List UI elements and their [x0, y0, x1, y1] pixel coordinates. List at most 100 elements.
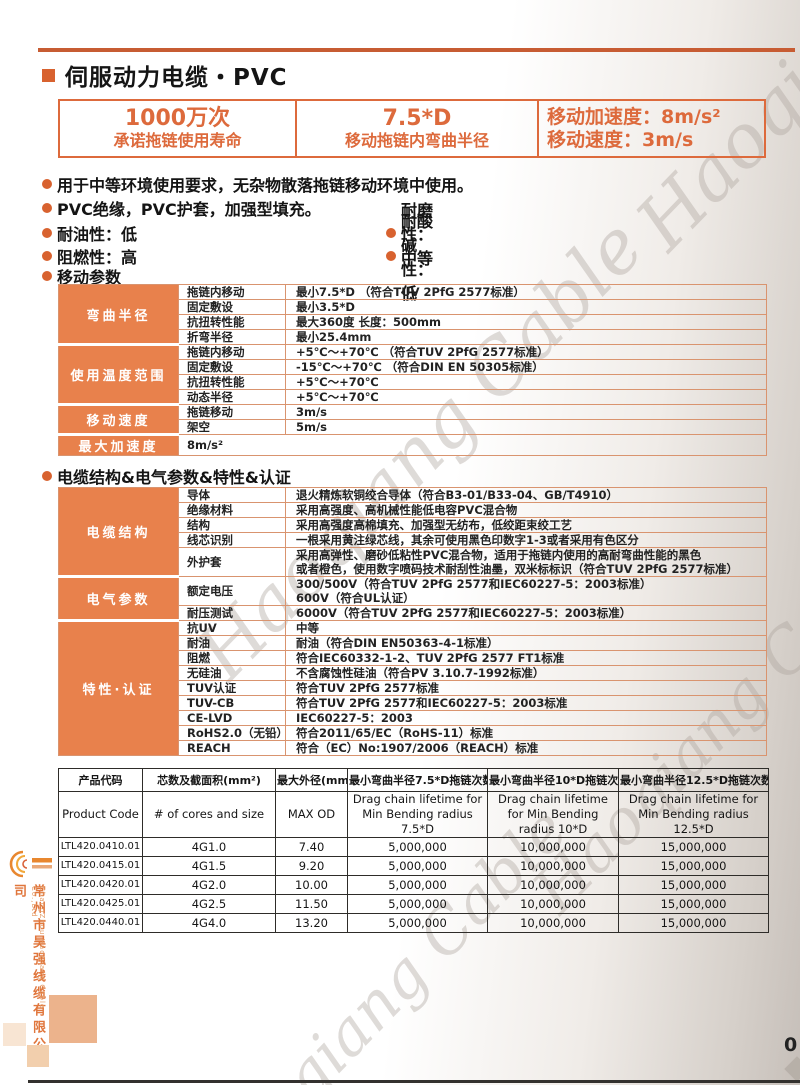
table-cell: RoHS2.0（无铅）: [178, 725, 288, 741]
group-label: 特性·认证: [58, 619, 179, 756]
product-cell: 4G2.5: [142, 893, 276, 914]
property-text: 阻燃性：高: [57, 248, 138, 267]
highlight-box-speed: 移动加速度：8m/s² 移动速度：3m/s: [537, 101, 764, 156]
product-cell: LTL420.0410.01: [58, 836, 143, 857]
table-cell: 中等: [285, 620, 767, 636]
product-cell: 10,000,000: [487, 874, 619, 895]
product-row: LTL420.0410.01 4G1.0 7.40 5,000,000 10,000,0…: [58, 836, 769, 857]
table-row: RoHS2.0（无铅） 符合2011/65/EC（RoHS-11）标准: [59, 725, 767, 741]
product-row: LTL420.0425.01 4G2.5 11.50 5,000,000 10,000,…: [58, 893, 769, 914]
table-row: 阻燃 符合IEC60332-1-2、TUV 2PfG 2577 FT1标准: [59, 650, 767, 666]
group-label: 使用温度范围: [58, 343, 179, 405]
product-cell: 15,000,000: [618, 874, 769, 895]
product-cell: 15,000,000: [618, 912, 769, 933]
table-cell: 额定电压: [178, 576, 286, 606]
decor-square: [27, 1045, 49, 1067]
table-cell: 架空: [178, 419, 286, 435]
table-cell: IEC60227-5：2003: [285, 710, 767, 726]
highlight-label: 承诺拖链使用寿命: [113, 131, 242, 151]
product-cell: 9.20: [275, 855, 348, 876]
product-cell: 4G1.5: [142, 855, 276, 876]
decor-square: [49, 995, 97, 1043]
product-header-row: Product Code # of cores and size MAX OD Dra…: [58, 791, 769, 838]
bullet-dot-icon: [386, 228, 396, 238]
table-cell: 8m/s²: [178, 434, 767, 456]
table-cell: 绝缘材料: [178, 502, 286, 518]
section-heading-spec: 电缆结构&电气参数&特性&认证: [42, 464, 291, 488]
property-text: 耐磨性：中等: [401, 201, 434, 268]
table-cell: 抗扭转性能: [178, 374, 286, 390]
product-cell: 4G1.0: [142, 836, 276, 857]
product-cell: 5,000,000: [347, 836, 488, 857]
feature-line: PVC绝缘，PVC护套，加强型填充。: [42, 196, 321, 220]
highlight-value: 1000万次: [124, 106, 231, 132]
product-cell: 10,000,000: [487, 912, 619, 933]
section-heading-motion: 移动参数: [42, 264, 121, 288]
column-header: 最小弯曲半径7.5*D拖链次数: [347, 768, 488, 792]
table-cell: 最小3.5*D: [285, 299, 767, 315]
property-line: 耐油性：低 耐磨性：中等: [42, 201, 433, 268]
group-label: 电缆结构: [58, 487, 179, 577]
column-header: Drag chain lifetime for Min Bending radi…: [347, 791, 488, 838]
feature-line: 用于中等环境使用要求，无杂物散落拖链移动环境中使用。: [42, 172, 473, 196]
table-row: 特性·认证 抗UV 中等: [58, 619, 767, 756]
table-cell: 符合TUV 2PfG 2577标准: [285, 680, 767, 696]
product-cell: 5,000,000: [347, 893, 488, 914]
section-heading-text: 电缆结构&电气参数&特性&认证: [57, 468, 291, 487]
table-cell: 动态半径: [178, 389, 286, 405]
table-cell: 抗UV: [178, 620, 286, 636]
column-header: 最小弯曲半径10*D拖链次数: [487, 768, 619, 792]
column-header: 产品代码: [58, 768, 143, 792]
product-cell: 15,000,000: [618, 836, 769, 857]
table-row: 电气参数 额定电压 300/500V（符合TUV 2PfG 2577和IEC6022…: [58, 575, 767, 621]
table-row: 使用温度范围 拖链内移动 +5℃～+70℃ （符合TUV 2PfG 2577标准）: [58, 343, 767, 405]
table-cell: 采用高弹性、磨砂低粘性PVC混合物，适用于拖链内使用的高耐弯曲性能的黑色 或者橙…: [285, 547, 767, 577]
group-label: 移动速度: [58, 403, 179, 435]
product-cell: 13.20: [275, 912, 348, 933]
column-header: Drag chain lifetime for Min Bending radi…: [487, 791, 619, 838]
feature-text: 用于中等环境使用要求，无杂物散落拖链移动环境中使用。: [57, 176, 474, 195]
decor-square: [3, 1023, 26, 1046]
table-cell: 一根采用黄注绿芯线，其余可使用黑色印数字1-3或者采用有色区分: [285, 532, 767, 548]
table-cell: 采用高强度高棉填充、加强型无纺布，低绞距束绞工艺: [285, 517, 767, 533]
highlight-box-bend-radius: 7.5*D 移动拖链内弯曲半径: [295, 101, 537, 156]
table-cell: 采用高强度、高机械性能低电容PVC混合物: [285, 502, 767, 518]
product-cell: 5,000,000: [347, 912, 488, 933]
column-header: 最大外径(mm): [275, 768, 348, 792]
table-cell: +5℃～+70℃ （符合TUV 2PfG 2577标准）: [285, 344, 767, 360]
motion-parameters-table: 弯曲半径 拖链内移动 最小7.5*D （符合TUV 2PfG 2577标准） 固定敷设…: [58, 284, 767, 456]
table-cell: 线芯识别: [178, 532, 286, 548]
bullet-dot-icon: [42, 228, 52, 238]
title-bullet-square: [42, 68, 55, 82]
feature-text: PVC绝缘，PVC护套，加强型填充。: [57, 200, 321, 219]
table-cell: +5℃～+70℃: [285, 389, 767, 405]
table-cell: 导体: [178, 487, 286, 503]
product-cell: 11.50: [275, 893, 348, 914]
bullet-dot-icon: [42, 203, 52, 213]
table-cell: 抗扭转性能: [178, 314, 286, 330]
table-cell: 符合2011/65/EC（RoHS-11）标准: [285, 725, 767, 741]
page-title: 伺服动力电缆・PVC: [65, 65, 288, 91]
column-header: Drag chain lifetime for Min Bending radi…: [618, 791, 769, 838]
column-header: Product Code: [58, 791, 143, 838]
table-cell: 结构: [178, 517, 286, 533]
table-cell: 折弯半径: [178, 329, 286, 345]
table-cell: -15℃～+70℃ （符合DIN EN 50305标准）: [285, 359, 767, 375]
table-cell: 最大360度 长度：500mm: [285, 314, 767, 330]
highlight-boxes: 1000万次 承诺拖链使用寿命 7.5*D 移动拖链内弯曲半径 移动加速度：8m…: [58, 99, 766, 158]
table-row: REACH 符合（EC）No:1907/2006（REACH）标准: [59, 740, 767, 756]
table-row: 外护套 采用高弹性、磨砂低粘性PVC混合物，适用于拖链内使用的高耐弯曲性能的黑色 …: [59, 547, 767, 577]
page-number: 0: [784, 1034, 798, 1056]
table-row: 线芯识别 一根采用黄注绿芯线，其余可使用黑色印数字1-3或者采用有色区分: [59, 532, 767, 548]
bullet-dot-icon: [42, 271, 52, 281]
bullet-dot-icon: [42, 179, 52, 189]
highlight-label: 移动速度：3m/s: [547, 128, 694, 151]
table-row: 固定敷设 最小3.5*D: [59, 299, 767, 315]
table-cell: CE-LVD: [178, 710, 286, 726]
column-header: 最小弯曲半径12.5*D拖链次数: [618, 768, 769, 792]
cable-spec-table: 电缆结构 导体 退火精炼软铜绞合导体（符合B3-01/B33-04、GB/T4910…: [58, 487, 767, 756]
table-row: 耐压测试 6000V（符合TUV 2PfG 2577和IEC60227-5：200…: [59, 605, 767, 621]
table-cell: TUV-CB: [178, 695, 286, 711]
company-name-en: ChangZhou HaoQiang Cable Co.,Ltd: [30, 886, 46, 1010]
